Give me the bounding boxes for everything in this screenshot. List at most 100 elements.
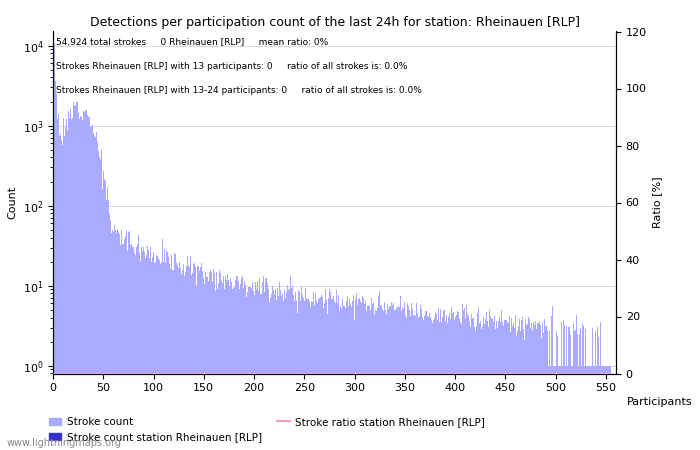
Bar <box>567 366 568 450</box>
Bar <box>377 308 378 450</box>
Bar <box>246 292 248 450</box>
Bar <box>505 320 506 450</box>
Bar <box>467 315 468 450</box>
Bar <box>474 327 475 450</box>
Bar <box>76 102 77 450</box>
Bar <box>133 248 134 450</box>
Bar <box>216 272 218 450</box>
Bar <box>301 287 302 450</box>
Bar <box>230 278 232 450</box>
Bar <box>305 288 306 450</box>
Bar <box>477 313 478 450</box>
Bar <box>355 299 356 450</box>
Bar <box>138 235 139 450</box>
Bar <box>237 281 239 450</box>
Bar <box>119 234 120 450</box>
Bar <box>228 280 230 450</box>
Bar <box>289 289 290 450</box>
Bar <box>428 313 430 450</box>
Bar <box>451 306 452 450</box>
Bar <box>124 239 125 450</box>
Bar <box>212 282 214 450</box>
Bar <box>516 336 517 450</box>
Bar <box>374 315 375 450</box>
Bar <box>512 326 513 450</box>
Bar <box>104 179 105 450</box>
Bar <box>369 306 370 450</box>
Bar <box>592 328 594 450</box>
Bar <box>156 255 157 450</box>
Bar <box>181 274 182 450</box>
Bar <box>297 313 298 450</box>
Bar <box>578 366 580 450</box>
Bar <box>239 284 241 450</box>
Bar <box>260 294 262 450</box>
Bar <box>479 323 480 450</box>
Bar <box>347 296 348 450</box>
Bar <box>179 262 180 450</box>
Bar <box>308 299 309 450</box>
Bar <box>385 310 386 450</box>
Text: Strokes Rheinauen [RLP] with 13 participants: 0     ratio of all strokes is: 0.0: Strokes Rheinauen [RLP] with 13 particip… <box>56 62 407 71</box>
Bar <box>60 134 61 450</box>
Bar <box>548 366 549 450</box>
Bar <box>184 276 186 450</box>
Bar <box>488 327 489 450</box>
Bar <box>295 292 296 450</box>
Bar <box>453 312 454 450</box>
Bar <box>587 366 589 450</box>
Bar <box>135 255 136 450</box>
Bar <box>375 310 376 450</box>
Bar <box>497 328 498 450</box>
Bar <box>465 319 466 450</box>
Bar <box>561 322 562 450</box>
Text: 54,924 total strokes     0 Rheinauen [RLP]     mean ratio: 0%: 54,924 total strokes 0 Rheinauen [RLP] m… <box>56 38 328 47</box>
Bar <box>187 256 188 450</box>
Bar <box>523 329 524 450</box>
Bar <box>195 267 196 450</box>
Bar <box>310 307 311 450</box>
Bar <box>540 324 541 450</box>
Bar <box>584 366 585 450</box>
Bar <box>492 319 493 450</box>
Bar <box>475 331 476 450</box>
Bar <box>491 319 492 450</box>
Bar <box>594 366 596 450</box>
Bar <box>389 306 391 450</box>
Bar <box>57 114 59 450</box>
Bar <box>300 301 301 450</box>
Bar <box>207 277 209 450</box>
Bar <box>182 270 183 450</box>
Bar <box>211 272 212 450</box>
Bar <box>437 320 438 450</box>
Bar <box>530 328 531 450</box>
Bar <box>165 262 166 450</box>
Bar <box>359 298 360 450</box>
Bar <box>342 299 343 450</box>
Bar <box>489 310 490 450</box>
Bar <box>447 317 449 450</box>
Bar <box>140 261 141 450</box>
Bar <box>364 304 365 450</box>
Bar <box>551 316 552 450</box>
Bar <box>598 337 599 450</box>
Bar <box>323 308 324 450</box>
Bar <box>606 366 608 450</box>
Bar <box>608 366 610 450</box>
Bar <box>493 322 494 450</box>
Bar <box>180 268 181 450</box>
Bar <box>327 314 328 450</box>
Bar <box>334 301 335 450</box>
Bar <box>167 252 168 450</box>
Bar <box>449 319 451 450</box>
Bar <box>103 171 104 450</box>
Bar <box>514 328 515 450</box>
Bar <box>358 299 359 450</box>
Bar <box>129 231 130 450</box>
Bar <box>522 316 523 450</box>
Bar <box>362 297 363 450</box>
Bar <box>102 189 103 450</box>
Bar <box>384 302 385 450</box>
Bar <box>521 320 522 450</box>
Bar <box>94 137 96 450</box>
